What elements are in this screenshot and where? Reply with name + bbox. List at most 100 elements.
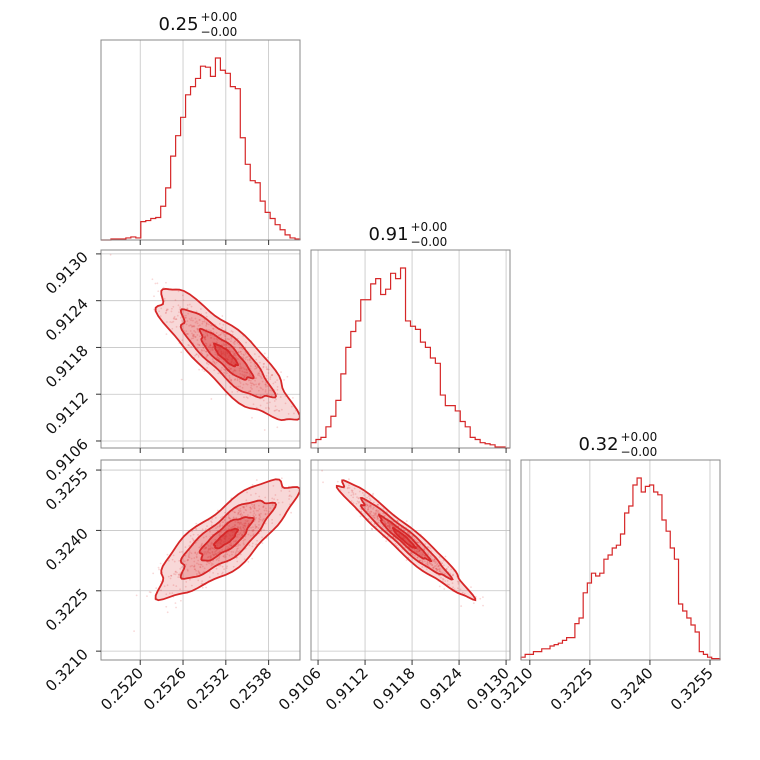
sample-point xyxy=(348,478,350,481)
sample-point xyxy=(223,518,226,521)
sample-point xyxy=(174,602,177,605)
sample-point xyxy=(236,533,239,536)
sample-point xyxy=(250,384,253,387)
sample-point xyxy=(262,365,265,368)
sample-point xyxy=(352,502,355,504)
sample-point xyxy=(207,354,209,357)
sample-point xyxy=(165,281,167,284)
sample-point xyxy=(221,366,223,369)
sample-point xyxy=(259,404,262,407)
sample-point xyxy=(437,565,440,568)
sample-point xyxy=(210,541,213,544)
sample-point xyxy=(257,372,260,375)
sample-point xyxy=(386,525,389,528)
sample-point xyxy=(164,312,167,315)
sample-point xyxy=(265,368,268,370)
sample-point xyxy=(235,539,237,542)
sample-point xyxy=(225,346,228,349)
sample-point xyxy=(173,560,176,563)
sample-point xyxy=(166,553,169,556)
sample-point xyxy=(209,554,212,557)
sample-point xyxy=(441,578,444,580)
sample-point xyxy=(210,546,213,549)
sample-point xyxy=(375,510,378,513)
sample-point xyxy=(389,526,392,529)
sample-point xyxy=(352,496,355,499)
sample-point xyxy=(244,535,247,538)
sample-point xyxy=(195,522,198,525)
sample-point xyxy=(184,585,187,588)
sample-point xyxy=(438,568,441,571)
sample-point xyxy=(407,532,410,535)
sample-point xyxy=(419,543,422,546)
sample-point xyxy=(425,568,428,571)
sample-point xyxy=(346,487,349,490)
sample-point xyxy=(209,547,212,550)
sample-point xyxy=(219,334,222,336)
sample-point xyxy=(189,324,192,326)
sample-point xyxy=(259,386,262,389)
sample-point xyxy=(428,561,431,564)
sample-point xyxy=(183,560,186,563)
sample-point xyxy=(410,552,413,554)
sample-point xyxy=(245,368,248,371)
sample-point xyxy=(385,510,388,513)
sample-point xyxy=(198,368,201,371)
sample-point xyxy=(238,511,241,513)
sample-point xyxy=(255,525,258,528)
sample-point xyxy=(445,567,448,570)
sample-point xyxy=(433,558,436,561)
sample-point xyxy=(194,331,197,334)
sample-point xyxy=(426,563,429,565)
sample-point xyxy=(229,386,232,388)
sample-point xyxy=(444,555,447,558)
sample-point xyxy=(261,388,264,391)
sample-point xyxy=(197,579,200,582)
sample-point xyxy=(159,562,162,565)
sample-point xyxy=(269,378,272,380)
sample-point xyxy=(203,336,206,339)
sample-point xyxy=(423,554,426,557)
sample-point xyxy=(239,513,241,516)
sample-point xyxy=(369,506,372,509)
sample-point xyxy=(426,564,429,567)
sample-point xyxy=(176,314,179,317)
sample-point xyxy=(253,503,256,506)
sample-point xyxy=(253,383,256,386)
sample-point xyxy=(267,510,270,513)
sample-point xyxy=(226,553,229,556)
sample-point xyxy=(253,504,256,507)
sample-point xyxy=(239,532,242,535)
sample-point xyxy=(452,574,455,577)
sample-point xyxy=(241,386,244,389)
density-layer xyxy=(109,253,300,431)
sample-point xyxy=(394,542,397,545)
sample-point xyxy=(377,503,379,506)
sample-point xyxy=(205,322,208,325)
sample-point xyxy=(208,548,210,551)
sample-point xyxy=(413,548,416,551)
sample-point xyxy=(274,405,277,408)
sample-point xyxy=(214,551,216,553)
sample-point xyxy=(173,573,175,575)
x-tick-label: 0.9124 xyxy=(416,664,466,714)
sample-point xyxy=(416,546,419,549)
sample-point xyxy=(472,602,475,605)
sample-point xyxy=(194,354,197,357)
sample-point xyxy=(219,522,221,525)
sample-point xyxy=(260,377,263,380)
sample-point xyxy=(266,368,269,371)
sample-point xyxy=(421,560,424,563)
sample-point xyxy=(186,559,189,562)
sample-point xyxy=(364,507,366,510)
sample-point xyxy=(414,554,416,557)
sample-point xyxy=(193,560,196,563)
sample-point xyxy=(415,550,418,553)
sample-point xyxy=(290,495,293,498)
sample-point xyxy=(234,354,237,357)
sample-point xyxy=(264,389,267,391)
sample-point xyxy=(213,554,216,557)
sample-point xyxy=(236,377,239,380)
sample-point xyxy=(205,323,208,326)
sample-point xyxy=(424,543,427,545)
